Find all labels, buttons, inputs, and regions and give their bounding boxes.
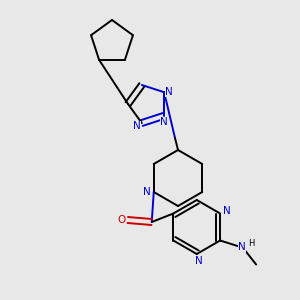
Text: N: N bbox=[223, 206, 231, 217]
Text: N: N bbox=[133, 121, 141, 131]
Text: N: N bbox=[160, 117, 168, 127]
Text: N: N bbox=[195, 256, 202, 266]
Text: O: O bbox=[118, 215, 126, 225]
Text: N: N bbox=[165, 87, 173, 97]
Text: N: N bbox=[238, 242, 246, 253]
Text: N: N bbox=[143, 187, 151, 197]
Text: H: H bbox=[248, 239, 254, 248]
